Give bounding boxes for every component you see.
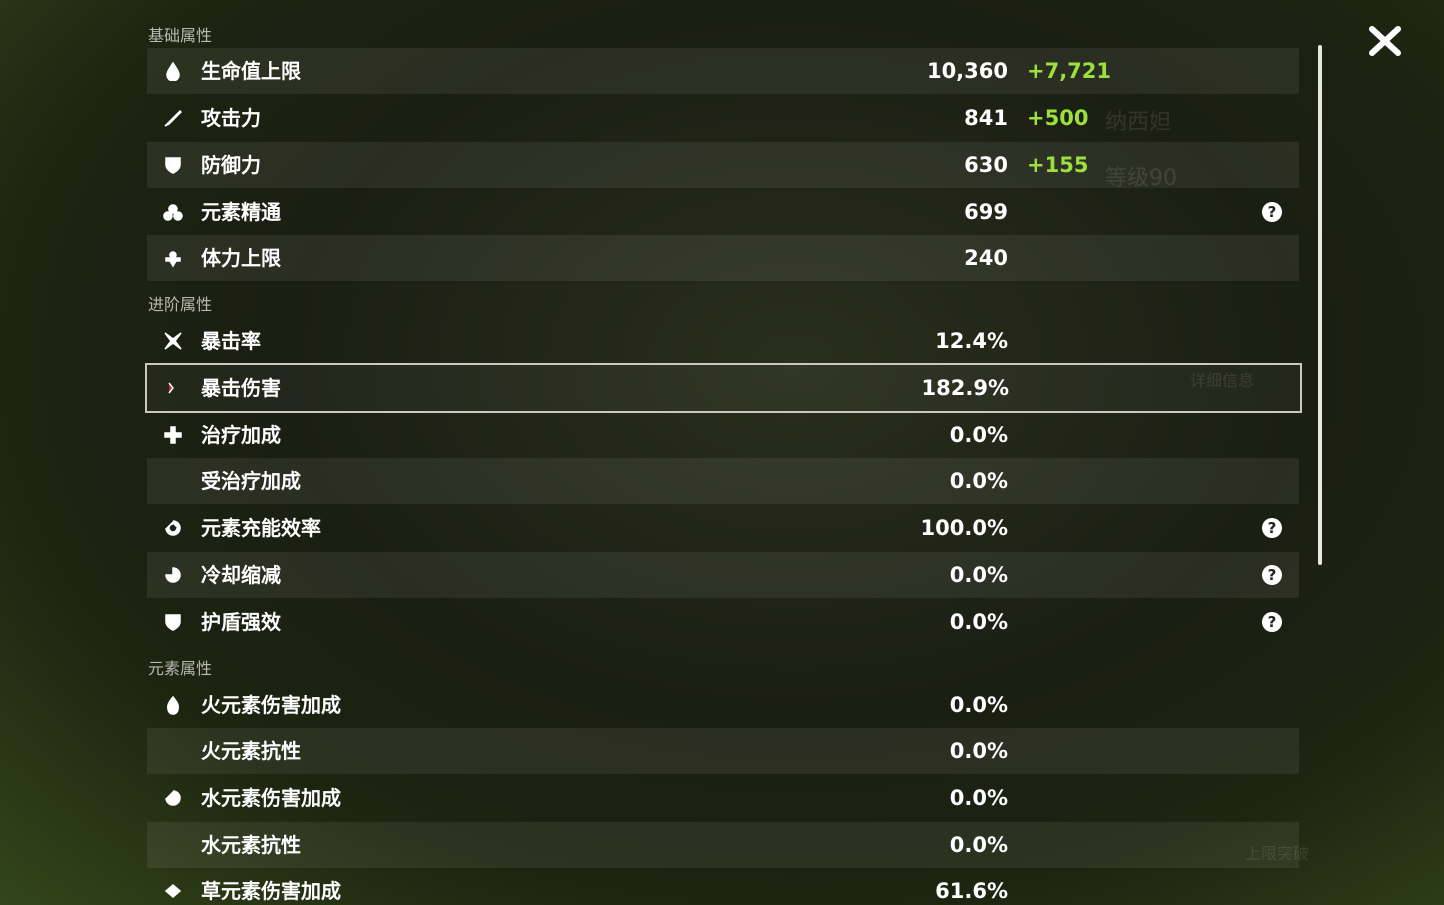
stat-row[interactable]: 暴击伤害 182.9% [145,363,1302,413]
stat-value: 0.0% [949,610,1008,634]
stat-value: 699 [964,200,1008,224]
icon-shape [165,567,181,583]
stat-label: 护盾强效 [201,610,281,634]
stat-icon [166,61,180,81]
stat-label: 防御力 [201,153,261,177]
stat-value: 0.0% [949,786,1008,810]
stat-value: 841 [964,106,1008,130]
icon-shape [167,695,179,715]
stat-label: 攻击力 [201,106,261,130]
stat-label: 元素充能效率 [201,516,321,540]
stat-value: 100.0% [920,516,1008,540]
stat-row[interactable]: 水元素伤害加成 0.0% [147,775,1299,821]
icon-shape [165,614,181,631]
stat-row[interactable]: 水元素抗性 0.0% [147,822,1299,868]
stat-row[interactable]: 暴击率 12.4% [147,318,1299,364]
stat-row[interactable]: 元素精通 699? [147,189,1299,235]
stat-value: 12.4% [935,329,1008,353]
stat-row[interactable]: 冷却缩减 0.0%? [147,552,1299,598]
icon-shape [166,61,180,81]
stat-label: 火元素伤害加成 [201,693,341,717]
stat-value: 0.0% [949,563,1008,587]
stat-icon [164,332,182,350]
stat-value: 0.0% [949,833,1008,857]
stat-icon [165,251,181,268]
stat-icon [165,520,181,536]
stat-label: 暴击率 [201,329,261,353]
stat-value: 61.6% [935,879,1008,903]
help-icon[interactable]: ? [1262,518,1282,538]
stat-row[interactable]: 攻击力 841 +500 [147,95,1299,141]
stat-label: 草元素伤害加成 [201,879,341,903]
stat-icon [164,884,182,898]
stat-icon [168,382,174,394]
close-button[interactable] [1368,25,1402,57]
section-title: 元素属性 [148,659,213,678]
stat-icon [164,426,182,444]
stat-row[interactable]: 草元素伤害加成 61.6% [147,868,1299,905]
icon-shape [165,790,181,806]
details-button: 详细信息 [1190,371,1255,390]
stat-value: 630 [964,153,1008,177]
help-icon[interactable]: ? [1262,202,1282,222]
stat-icon [165,157,181,174]
icon-shape [164,426,182,444]
stat-row[interactable]: 体力上限 240 [147,235,1299,281]
stat-label: 元素精通 [201,200,281,224]
stat-icon [165,614,181,631]
character-level: 等级90 [1105,166,1177,191]
stat-value: 0.0% [949,423,1008,447]
stat-row[interactable]: 受治疗加成 0.0% [147,458,1299,504]
help-icon[interactable]: ? [1262,565,1282,585]
stat-value: 0.0% [949,739,1008,763]
stat-icon [163,204,183,221]
section-title: 基础属性 [148,26,213,45]
stat-label: 生命值上限 [201,59,301,83]
stat-icon [164,109,183,127]
icon-shape [163,204,183,221]
stat-label: 冷却缩减 [201,563,281,587]
stat-label: 水元素抗性 [201,833,301,857]
stat-bonus: +155 [1027,153,1089,177]
icon-shape [165,520,181,536]
stat-row[interactable]: 护盾强效 0.0%? [147,599,1299,645]
stat-label: 暴击伤害 [201,376,281,400]
stat-label: 受治疗加成 [201,469,301,493]
icon-shape [165,251,181,268]
scrollbar[interactable] [1318,45,1322,565]
stat-label: 治疗加成 [201,423,281,447]
icon-shape [164,109,183,127]
stat-bonus: +7,721 [1027,59,1112,83]
stat-label: 水元素伤害加成 [201,786,341,810]
stat-row[interactable]: 火元素抗性 0.0% [147,728,1299,774]
stat-value: 0.0% [949,693,1008,717]
icon-shape [165,157,181,174]
icon-shape [164,884,182,898]
stat-icon [165,567,181,583]
stat-value: 0.0% [949,469,1008,493]
help-icon[interactable]: ? [1262,612,1282,632]
character-name: 纳西妲 [1105,110,1172,135]
stat-row[interactable]: 防御力 630 +155 [147,142,1299,188]
stat-value: 10,360 [926,59,1008,83]
stat-label: 体力上限 [201,246,281,270]
section-title: 进阶属性 [148,295,213,314]
icon-shape [168,382,174,394]
icon-shape [164,332,182,350]
stat-icon [167,695,179,715]
stat-value: 182.9% [921,376,1009,400]
ascend-button: 上限突破 [1245,844,1310,863]
stat-icon [165,790,181,806]
stat-bonus: +500 [1027,106,1089,130]
stat-row[interactable]: 火元素伤害加成 0.0% [147,682,1299,728]
stat-row[interactable]: 生命值上限 10,360 +7,721 [147,48,1299,94]
stat-label: 火元素抗性 [201,739,301,763]
stat-row[interactable]: 元素充能效率 100.0%? [147,505,1299,551]
stat-row[interactable]: 治疗加成 0.0% [147,412,1299,458]
stat-value: 240 [964,246,1008,270]
